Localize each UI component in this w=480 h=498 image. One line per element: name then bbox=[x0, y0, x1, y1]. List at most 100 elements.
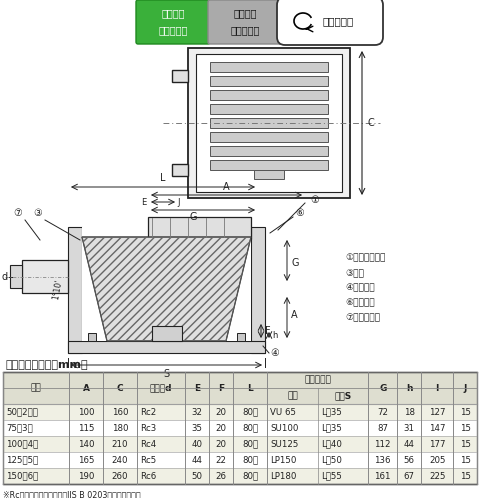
Text: SU100: SU100 bbox=[270, 423, 299, 432]
Text: J: J bbox=[463, 383, 467, 392]
Text: 177: 177 bbox=[429, 440, 445, 449]
Bar bbox=[210, 132, 328, 142]
Text: 26: 26 bbox=[215, 472, 226, 481]
Text: ねじ込み式: ねじ込み式 bbox=[323, 16, 354, 26]
Text: 防　水　用: 防 水 用 bbox=[158, 25, 188, 35]
Text: Rc3: Rc3 bbox=[140, 423, 156, 432]
Text: J: J bbox=[177, 198, 180, 207]
Text: 147: 147 bbox=[429, 423, 445, 432]
Text: F: F bbox=[218, 383, 224, 392]
Text: 210: 210 bbox=[111, 440, 128, 449]
Bar bbox=[88, 333, 96, 341]
Text: Rc4: Rc4 bbox=[140, 440, 156, 449]
Text: ①: ① bbox=[311, 195, 319, 205]
Text: 115: 115 bbox=[78, 423, 94, 432]
Text: 20: 20 bbox=[215, 440, 226, 449]
Text: 長さS: 長さS bbox=[334, 391, 351, 400]
Text: L－40: L－40 bbox=[321, 440, 342, 449]
Bar bbox=[68, 227, 82, 353]
Text: 15: 15 bbox=[459, 407, 470, 416]
Text: 15: 15 bbox=[459, 423, 470, 432]
Text: ⑦スペーサー: ⑦スペーサー bbox=[345, 314, 380, 323]
Text: 100（4）: 100（4） bbox=[6, 440, 38, 449]
Bar bbox=[172, 70, 188, 82]
Text: G: G bbox=[379, 383, 386, 392]
Bar bbox=[210, 76, 328, 86]
Bar bbox=[196, 54, 342, 192]
Text: h: h bbox=[272, 331, 277, 340]
Bar bbox=[10, 265, 22, 288]
Bar bbox=[148, 217, 251, 239]
Text: モルタル: モルタル bbox=[233, 8, 257, 18]
Text: L: L bbox=[247, 383, 253, 392]
Text: 呼称: 呼称 bbox=[31, 383, 42, 392]
Text: 塗　　膜: 塗 膜 bbox=[161, 8, 185, 18]
Bar bbox=[3, 468, 477, 484]
Text: 18: 18 bbox=[404, 407, 415, 416]
Text: 161: 161 bbox=[374, 472, 391, 481]
Text: L－55: L－55 bbox=[321, 472, 342, 481]
Bar bbox=[3, 452, 477, 468]
Text: 240: 240 bbox=[111, 456, 128, 465]
Text: 20: 20 bbox=[215, 423, 226, 432]
Text: 112: 112 bbox=[374, 440, 391, 449]
Bar bbox=[210, 160, 328, 170]
Bar bbox=[188, 48, 350, 198]
Text: ⑦: ⑦ bbox=[13, 208, 23, 218]
Text: ※Rcは管用テーパめねじ（JIS B 0203）を表します。: ※Rcは管用テーパめねじ（JIS B 0203）を表します。 bbox=[3, 491, 141, 498]
Text: LP150: LP150 bbox=[270, 456, 297, 465]
Text: 190: 190 bbox=[78, 472, 94, 481]
Text: Rc5: Rc5 bbox=[140, 456, 156, 465]
Bar bbox=[152, 326, 181, 341]
Text: A: A bbox=[291, 310, 298, 320]
Text: 1°10': 1°10' bbox=[52, 279, 64, 301]
Bar bbox=[3, 372, 477, 404]
FancyBboxPatch shape bbox=[208, 0, 282, 44]
Bar bbox=[210, 118, 328, 128]
Text: 15: 15 bbox=[459, 456, 470, 465]
Text: 205: 205 bbox=[429, 456, 445, 465]
Text: 寸法表　＜単位：mm＞: 寸法表 ＜単位：mm＞ bbox=[5, 360, 88, 370]
Text: 31: 31 bbox=[404, 423, 415, 432]
Bar bbox=[3, 372, 477, 484]
Bar bbox=[3, 436, 477, 452]
Text: 67: 67 bbox=[404, 472, 415, 481]
Text: 50: 50 bbox=[192, 472, 203, 481]
Text: I: I bbox=[435, 383, 439, 392]
Text: E: E bbox=[141, 198, 146, 207]
Text: ③本体: ③本体 bbox=[345, 268, 364, 277]
Text: ①ストレーナー: ①ストレーナー bbox=[345, 253, 385, 262]
Text: 20: 20 bbox=[215, 407, 226, 416]
Bar bbox=[251, 227, 265, 353]
Text: ④: ④ bbox=[270, 348, 279, 358]
Text: 225: 225 bbox=[429, 472, 445, 481]
Text: スペーサー: スペーサー bbox=[304, 375, 331, 384]
Text: 56: 56 bbox=[404, 456, 415, 465]
Text: 80～: 80～ bbox=[242, 407, 258, 416]
Text: 160: 160 bbox=[111, 407, 128, 416]
Text: 136: 136 bbox=[374, 456, 391, 465]
Text: 140: 140 bbox=[78, 440, 94, 449]
Bar bbox=[3, 420, 477, 436]
Text: 260: 260 bbox=[111, 472, 128, 481]
Bar bbox=[172, 164, 188, 176]
Bar bbox=[22, 260, 68, 293]
Bar bbox=[3, 372, 477, 484]
Bar bbox=[237, 333, 245, 341]
Text: 150（6）: 150（6） bbox=[6, 472, 38, 481]
Text: E: E bbox=[194, 383, 200, 392]
Text: VU 65: VU 65 bbox=[270, 407, 296, 416]
Text: A: A bbox=[83, 383, 89, 392]
FancyBboxPatch shape bbox=[277, 0, 383, 45]
Text: 44: 44 bbox=[404, 440, 415, 449]
Text: 50（2向）: 50（2向） bbox=[6, 407, 38, 416]
Text: ねじ径d: ねじ径d bbox=[150, 383, 172, 392]
Text: A: A bbox=[223, 182, 230, 192]
Bar bbox=[82, 227, 251, 341]
Text: 15: 15 bbox=[459, 440, 470, 449]
Bar bbox=[254, 170, 284, 179]
Bar bbox=[210, 90, 328, 100]
Text: F: F bbox=[265, 326, 271, 336]
Text: LP180: LP180 bbox=[270, 472, 297, 481]
Text: SU125: SU125 bbox=[270, 440, 299, 449]
